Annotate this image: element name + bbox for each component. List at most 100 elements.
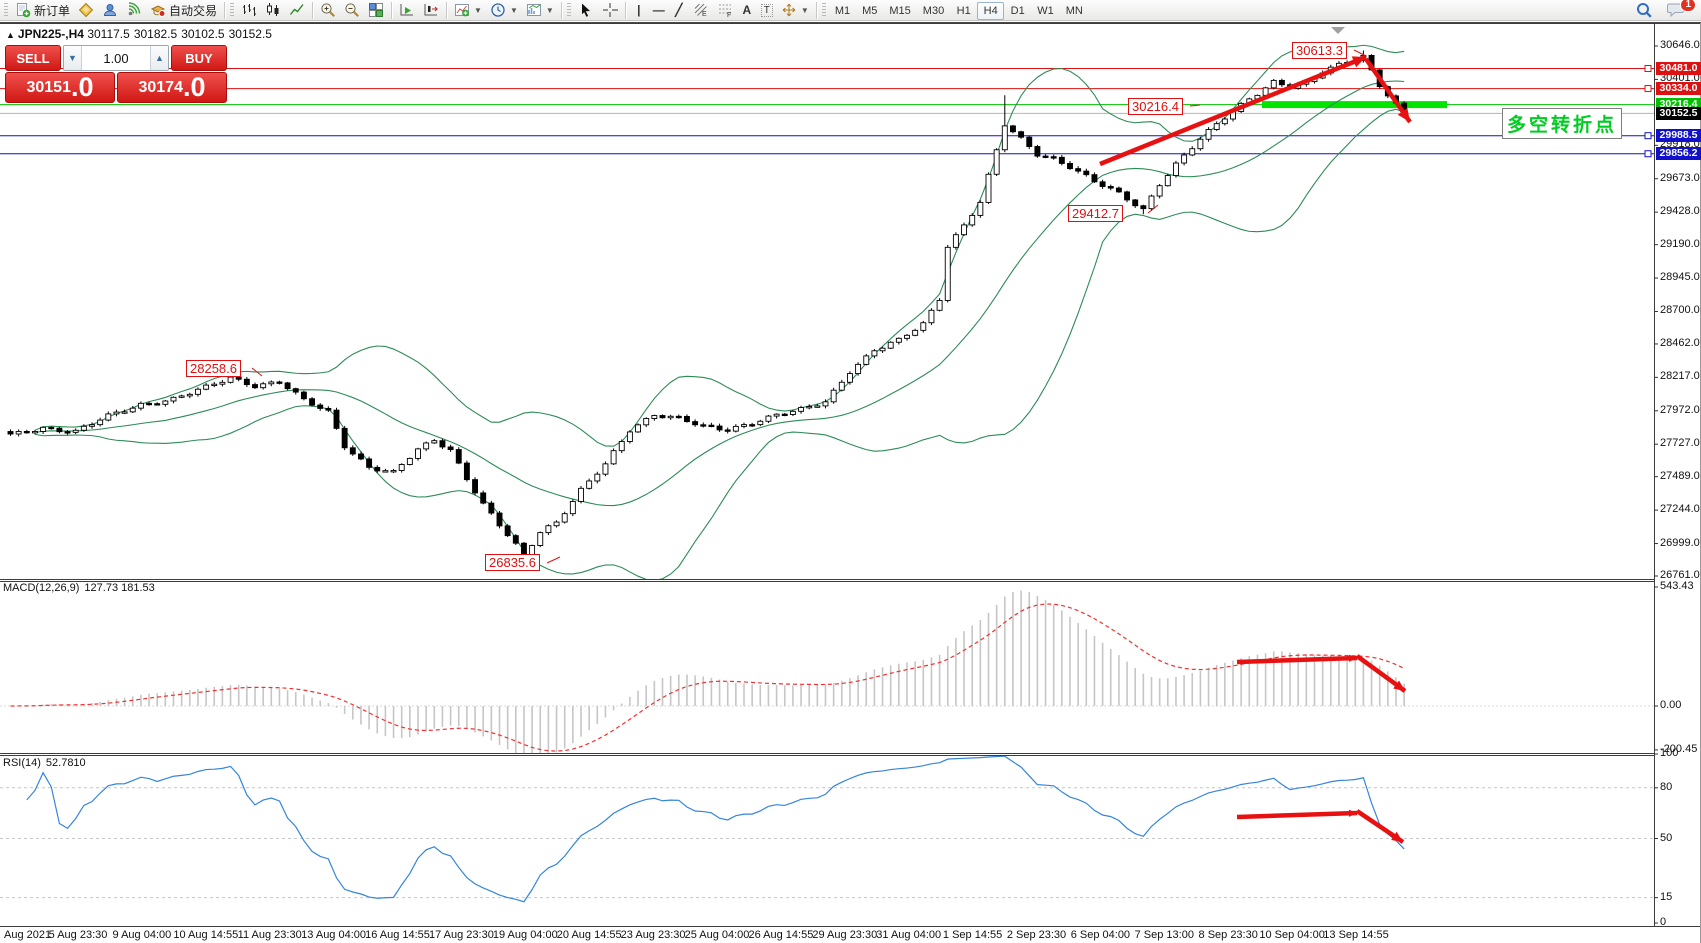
date-label[interactable]: 7 Sep 13:00 [1134, 929, 1194, 941]
date-label[interactable]: 20 Aug 14:55 [556, 929, 622, 941]
date-label[interactable]: 6 Sep 04:00 [1070, 929, 1131, 941]
date-label[interactable]: 31 Aug 04:00 [876, 929, 942, 941]
toolbar-grip[interactable] [821, 2, 826, 18]
text-button[interactable]: A [742, 3, 752, 17]
timeframe-mn[interactable]: MN [1065, 4, 1083, 17]
templates-button[interactable]: ▼ [522, 1, 558, 20]
trend-arrows[interactable] [251, 49, 1412, 844]
volume-decrease-button[interactable]: ▼ [64, 46, 82, 70]
date-label[interactable]: 26 Aug 14:55 [748, 929, 814, 941]
horizontal-line-button[interactable]: — [652, 3, 665, 17]
price-tick-label: 30401.0 [1660, 72, 1700, 85]
timeframe-h1[interactable]: H1 [956, 4, 971, 17]
vertical-line-button[interactable]: | [637, 3, 641, 17]
price-tick-label: 29428.0 [1660, 205, 1700, 218]
date-label[interactable]: 16 Aug 14:55 [365, 929, 430, 941]
sell-price-button[interactable]: 30151.0 [5, 72, 115, 103]
date-label[interactable]: 17 Aug 23:30 [428, 929, 494, 941]
price-tick-label: 29673.0 [1660, 171, 1700, 184]
toolbar-grip[interactable] [566, 2, 571, 18]
fibonacci-button[interactable]: F [713, 1, 737, 20]
line-chart-button[interactable] [285, 1, 309, 20]
chart-plot[interactable] [0, 23, 1701, 943]
date-label[interactable]: 13 Aug 04:00 [301, 929, 367, 941]
price-level-badge: 29988.5 [1656, 129, 1701, 143]
dropdown-caret-icon: ▼ [474, 5, 482, 15]
date-label[interactable]: 5 Aug 23:30 [48, 929, 108, 941]
macd-axis-label: 0.00 [1660, 699, 1682, 711]
profiles-button[interactable] [98, 1, 122, 20]
timeframe-m30[interactable]: M30 [922, 4, 945, 17]
periods-button[interactable]: ▼ [486, 1, 522, 20]
timeframe-m5[interactable]: M5 [862, 4, 878, 17]
date-label[interactable]: 29 Aug 23:30 [812, 929, 878, 941]
rsi-axis-label: 100 [1660, 747, 1679, 759]
date-label[interactable]: 23 Aug 23:30 [620, 929, 686, 941]
search-button[interactable] [1631, 1, 1657, 20]
buy-button[interactable]: BUY [171, 45, 227, 71]
date-label[interactable]: 11 Aug 23:30 [237, 929, 302, 941]
rsi-line [26, 756, 1405, 903]
date-label[interactable]: 25 Aug 04:00 [684, 929, 750, 941]
indicators-button[interactable]: ▼ [450, 1, 486, 20]
zoom-in-button[interactable] [316, 1, 340, 20]
chart-window[interactable]: ▲ JPN225-,H4 30117.5 30182.5 30102.5 30152.5… [0, 22, 1701, 943]
timeframe-h4[interactable]: H4 [977, 1, 1005, 20]
date-label[interactable]: 13 Sep 14:55 [1323, 929, 1389, 941]
cursor-button[interactable] [574, 1, 598, 20]
bar-chart-button[interactable] [237, 1, 261, 20]
chart-title: ▲ JPN225-,H4 30117.5 30182.5 30102.5 30152.5 [6, 27, 276, 41]
rsi-axis-label: 15 [1660, 890, 1673, 903]
signals-button[interactable] [122, 1, 146, 20]
equidistant-channel-button[interactable]: E [689, 1, 713, 20]
annotation-price-label[interactable]: 26835.6 [485, 554, 540, 571]
date-label[interactable]: 10 Sep 04:00 [1259, 929, 1325, 941]
new-order-button[interactable]: 新订单 [11, 1, 74, 20]
sell-button[interactable]: SELL [5, 45, 61, 71]
toolbar-grip[interactable] [4, 2, 8, 18]
date-label[interactable]: 2 Sep 23:30 [1006, 929, 1067, 941]
date-label[interactable]: 10 Aug 14:55 [173, 929, 239, 941]
annotation-price-label[interactable]: 28258.6 [186, 360, 241, 377]
trendline-button[interactable]: ╱ [675, 3, 683, 17]
one-click-collapse-arrow[interactable]: ▲ [6, 30, 15, 40]
timeframe-w1[interactable]: W1 [1037, 4, 1054, 17]
text-label-button[interactable]: T [757, 1, 777, 20]
text-label-icon: T [760, 3, 773, 17]
toolbar-grip[interactable] [230, 2, 235, 18]
volume-input[interactable] [82, 46, 150, 70]
buy-price-button[interactable]: 30174.0 [117, 72, 227, 103]
date-label[interactable]: 19 Aug 04:00 [492, 929, 558, 941]
date-label[interactable]: Aug 2021 [4, 929, 52, 941]
turning-point-note[interactable]: 多空转折点 [1502, 108, 1623, 139]
indicators-icon [455, 4, 470, 17]
toolbar-separator [624, 1, 626, 19]
chart-shift-button[interactable] [419, 1, 443, 20]
search-icon [1637, 3, 1652, 18]
date-label[interactable]: 8 Sep 23:30 [1198, 929, 1258, 941]
templates-icon [526, 4, 541, 16]
label-connector [1353, 49, 1367, 57]
zoom-out-button[interactable] [340, 1, 364, 20]
periods-clock-icon [491, 3, 505, 17]
annotation-price-label[interactable]: 30613.3 [1292, 42, 1347, 59]
volume-increase-button[interactable]: ▲ [150, 46, 168, 70]
chart-shift-marker[interactable] [1331, 27, 1345, 34]
annotation-price-label[interactable]: 29412.7 [1068, 205, 1123, 222]
timeframe-d1[interactable]: D1 [1010, 4, 1025, 17]
timeframe-m1[interactable]: M1 [834, 4, 851, 17]
annotation-price-label[interactable]: 30216.4 [1128, 98, 1183, 115]
date-label[interactable]: 1 Sep 14:55 [942, 929, 1003, 941]
tile-windows-button[interactable] [364, 1, 388, 20]
chat-button[interactable]: 1 [1663, 0, 1696, 20]
new-chart-button[interactable] [74, 1, 98, 20]
arrows-button[interactable]: ▼ [777, 1, 813, 20]
timeframe-m15[interactable]: M15 [889, 4, 911, 17]
crosshair-button[interactable] [598, 1, 622, 20]
date-label[interactable]: 9 Aug 04:00 [112, 929, 172, 941]
autotrading-button[interactable]: 自动交易 [146, 1, 221, 20]
bar-chart-icon [243, 4, 257, 16]
auto-scroll-button[interactable] [395, 1, 419, 20]
price-tick-label: 30646.0 [1660, 39, 1700, 51]
candlestick-chart-button[interactable] [261, 1, 285, 20]
